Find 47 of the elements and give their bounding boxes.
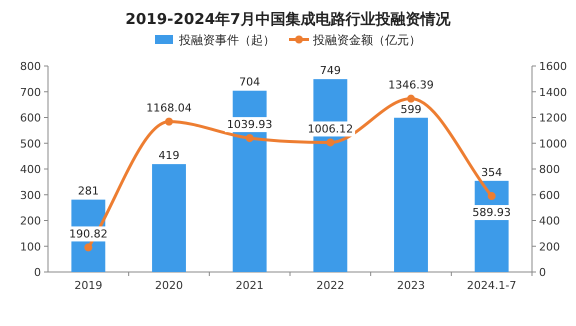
y-tick-label: 800 (20, 60, 41, 73)
data-label: 190.82 (69, 227, 108, 240)
x-tick-label: 2020 (155, 279, 183, 292)
y2-tick-label: 400 (539, 214, 560, 228)
y2-tick-label: 1200 (539, 112, 567, 124)
legend-label: 投融资金额（亿元） (312, 33, 421, 47)
data-label: 419 (158, 149, 180, 162)
point (326, 138, 334, 146)
point (84, 243, 92, 252)
data-label: 1168.04 (146, 102, 192, 115)
data-label: 281 (78, 184, 99, 198)
point (246, 134, 254, 142)
data-label: 599 (400, 102, 422, 116)
data-label: 1006.12 (308, 122, 354, 136)
data-label: 749 (320, 64, 341, 78)
x-tick-label: 2021 (236, 279, 264, 292)
x-tick-label: 2019 (74, 279, 102, 292)
x-tick-label: 2022 (316, 279, 344, 292)
point (165, 118, 173, 126)
y-tick-label: 0 (34, 266, 41, 279)
data-label: 589.93 (472, 206, 511, 220)
y-tick-label: 400 (20, 163, 41, 176)
data-label: 354 (481, 166, 502, 179)
y-tick-label: 600 (20, 112, 41, 124)
y-tick-label: 300 (20, 188, 41, 202)
point (488, 192, 496, 200)
data-label: 1346.39 (388, 78, 434, 92)
y2-tick-label: 1400 (539, 86, 567, 99)
bar (152, 164, 186, 272)
y2-tick-label: 200 (539, 240, 560, 254)
y-tick-label: 700 (20, 86, 41, 99)
legend-label: 投融资事件（起） (178, 33, 275, 47)
y-tick-label: 100 (20, 240, 41, 254)
y2-tick-label: 600 (539, 188, 560, 202)
y2-tick-label: 1000 (539, 137, 567, 150)
y-tick-label: 200 (20, 214, 41, 228)
data-label: 1039.93 (226, 118, 272, 132)
data-label: 704 (239, 76, 260, 89)
x-tick-label: 2024.1-7 (466, 279, 516, 292)
chart-title: 2019-2024年7月中国集成电路行业投融资情况 (125, 10, 452, 28)
y2-tick-label: 800 (539, 163, 560, 176)
x-tick-label: 2023 (397, 279, 425, 292)
y2-tick-label: 0 (539, 266, 546, 279)
bar (394, 118, 428, 272)
point (407, 94, 415, 103)
y2-tick-label: 1600 (539, 60, 567, 73)
y-tick-label: 500 (20, 137, 41, 150)
